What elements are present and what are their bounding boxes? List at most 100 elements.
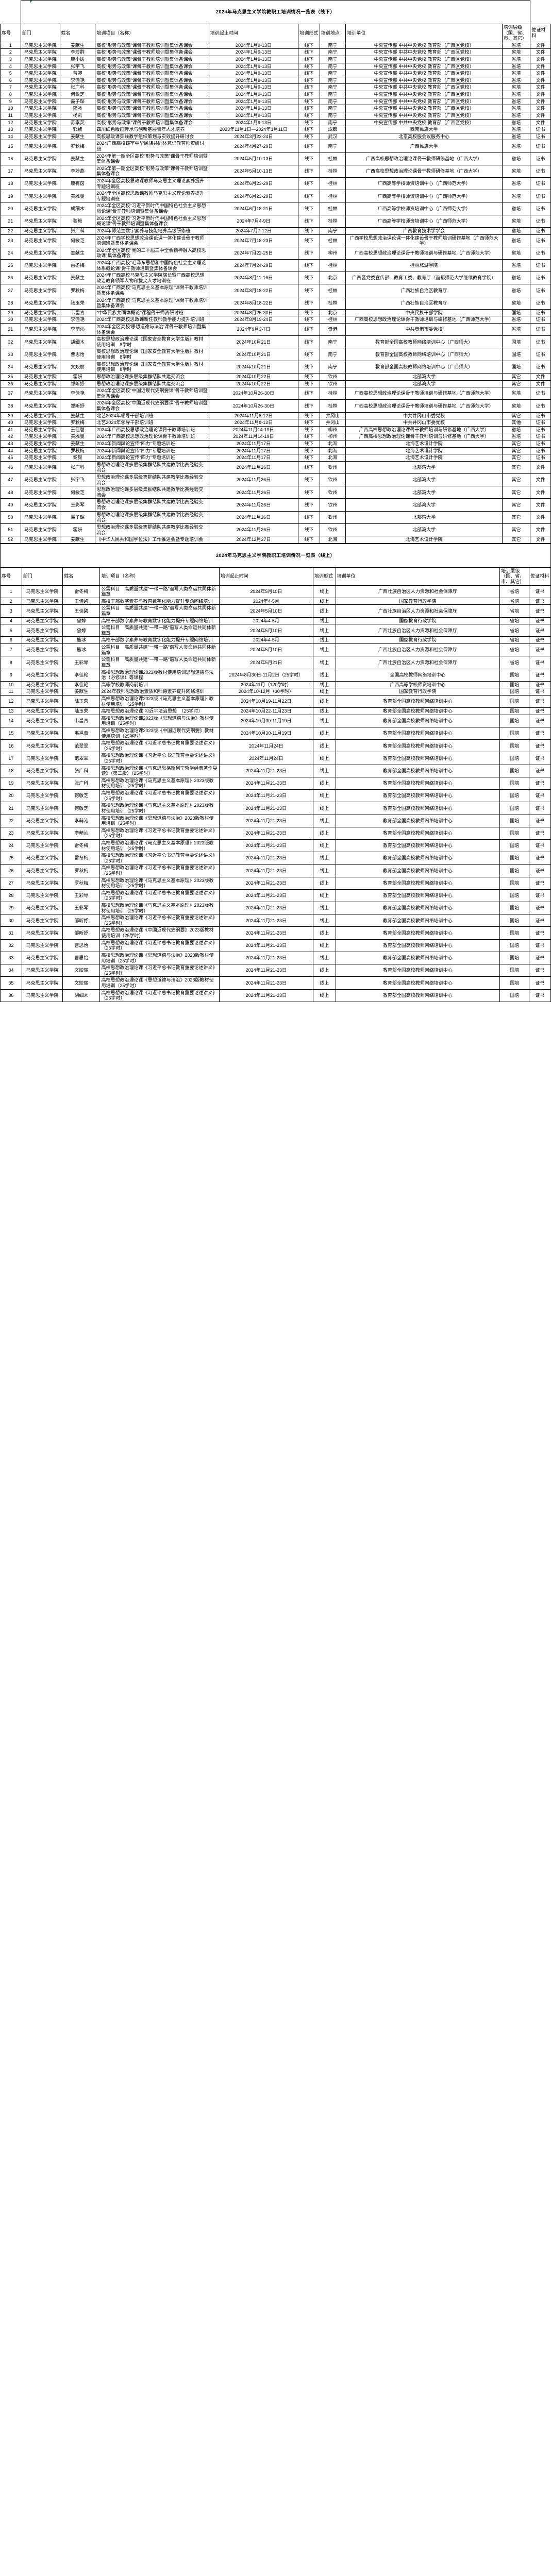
table-row: 40 马克思主义学院 罗秋梅 北艺2024年领导干部培训班 2024年11月8-12日线…	[0, 419, 551, 427]
cell-2-2: 马克思主义学院	[20, 48, 60, 57]
cell-47-3: 张宇飞	[59, 473, 96, 487]
cell-21-6: 线下	[298, 214, 320, 228]
cell-17-7: 桂林	[319, 164, 346, 178]
cell-4-3: 曾婷	[62, 617, 101, 625]
cell-22-9: 省培	[502, 227, 531, 235]
cell-15-6: 线上	[312, 726, 336, 740]
cell-32-5: 2024年11月21-23日	[219, 939, 313, 952]
cell-5-5: 2024年1月9-13日	[208, 70, 299, 77]
cell-14-1: 14	[0, 132, 21, 141]
cell-22-3: 张广科	[59, 227, 96, 235]
cell-19-1: 19	[0, 776, 22, 790]
column-header-8: 培训层级（国、省、市、其它）	[499, 567, 530, 586]
cell-22-8: 广西教育技术学学会	[345, 227, 503, 235]
cell-45-4: 2024年新闻舆论宣传"四力"专题培训班	[95, 454, 209, 462]
cell-31-8: 国培	[499, 926, 530, 940]
cell-31-5: 2024年9月3-7日	[208, 323, 299, 336]
cell-18-9: 省培	[502, 177, 531, 191]
cell-11-1: 11	[0, 688, 22, 696]
cell-20-2: 马克思主义学院	[20, 202, 60, 215]
cell-45-10: 证书	[530, 454, 551, 462]
cell-11-5: 2024年10-12月（30学时）	[219, 688, 313, 696]
cell-26-10: 证书	[530, 272, 551, 285]
cell-19-9: 证书	[529, 776, 551, 790]
cell-49-4: 思想政治理论课多层级集群结队共建教学比赛经验交流会	[95, 498, 209, 512]
cell-31-5: 2024年11月21-23日	[219, 926, 313, 940]
cell-16-9: 省培	[502, 152, 531, 165]
cell-37-2: 马克思主义学院	[20, 387, 60, 400]
cell-25-3: 雷冬梅	[59, 259, 96, 273]
cell-43-5: 2024年11月17日	[208, 440, 299, 448]
table1-body: 1 马克思主义学院 姜献生 高校"形势与政策"课骨干教师培训暨集体备课会 2024年1月…	[0, 41, 551, 544]
cell-43-4: 2024年新闻舆论宣传"四力"专题培训班	[95, 440, 209, 448]
cell-37-10: 证书	[530, 387, 551, 400]
cell-27-8: 广西壮族自治区教育厅	[345, 284, 503, 297]
cell-16-4: 高校思想政治理论课《习近平总书记教育重要论述讲义》（25学时）	[99, 739, 220, 753]
table-row: 31 马克思主义学院 李萌沁 2024年全区高校'思想道德与法治'课骨干教师培训暨集体…	[0, 323, 551, 336]
cell-11-4: 2024年教师思想政治素质和师德素养提升网络培训	[99, 688, 220, 696]
cell-38-3: 邹昕妤	[59, 399, 96, 413]
table-row: 50 马克思主义学院 聂子琛 思想政治理论课多层级集群结队共建教学比赛经验交流会 202…	[0, 511, 551, 524]
cell-21-4: 高校思想政治理论课《马克思主义基本原理》2023版教材使用培训（25学时）	[99, 802, 220, 815]
table-row: 21 马克思主义学院 黎毅 2024年全区高校"习近平新时代中国特色社会主义思想概论课…	[0, 214, 551, 228]
cell-38-7: 桂林	[319, 399, 346, 413]
cell-7-9: 省培	[502, 83, 531, 92]
cell-1-10: 文件	[530, 41, 551, 49]
cell-34-7: 南宁	[319, 360, 346, 374]
cell-18-4: 高校思想政治理论课《马克思恩格斯列宁哲学经典著作导读》（第二版）（25学时）	[99, 764, 220, 777]
cell-34-5: 2024年10月21日	[208, 360, 299, 374]
cell-37-5: 2024年10月26-30日	[208, 387, 299, 400]
cell-3-1: 3	[0, 604, 22, 618]
cell-9-8: 中央宣传部 中共中央党校 教育部（广西区党校）	[345, 97, 503, 106]
cell-38-5: 2024年10月26-30日	[208, 399, 299, 413]
cell-32-1: 32	[0, 939, 22, 952]
cell-13-4: 高校思想政治理论课 习近平法治思想 （25学时）	[99, 707, 220, 715]
column-header-8: 培训单位	[345, 24, 503, 42]
cell-33-4: 高校思想政治理论课《思想道德与法治》2023版教材使用培训（25学时）	[99, 951, 220, 965]
cell-18-8: 国培	[499, 764, 530, 777]
cell-13-2: 马克思主义学院	[21, 707, 63, 715]
cell-15-10: 证书	[530, 140, 551, 153]
cell-12-4: 高校思想政治理论课2023版《马克思主义基本原理》教材使用培训（25学时）	[99, 694, 220, 708]
cell-40-6: 线下	[298, 419, 320, 427]
cell-33-8: 教育部全国高校教师网络培训中心（广西师大）	[345, 348, 503, 361]
cell-50-9: 其它	[502, 511, 531, 524]
cell-20-8: 广西高等学校师资培训中心（广西师范大学）	[345, 202, 503, 215]
table-row: 12 马克思主义学院 陆玉荣 高校思想政治理论课2023版《马克思主义基本原理》教材使…	[0, 694, 551, 708]
cell-42-3: 黄雅曼	[59, 433, 96, 440]
cell-7-9: 证书	[529, 643, 551, 657]
cell-22-2: 马克思主义学院	[21, 814, 63, 827]
cell-25-8: 国培	[499, 852, 530, 865]
table-row: 6 马克思主义学院 李佳艳 高校"形势与政策"课骨干教师培训暨集体备课会 2024年1月…	[0, 76, 551, 84]
cell-31-9: 证书	[529, 926, 551, 940]
cell-31-6: 线上	[312, 926, 336, 940]
cell-13-5: 2023年11月1日—2024年1月11日	[208, 126, 299, 133]
cell-23-5: 2024年7月18-23日	[208, 234, 299, 247]
cell-11-9: 证书	[529, 688, 551, 696]
cell-7-1: 7	[0, 643, 22, 657]
cell-6-4: 高校"形势与政策"课骨干教师培训暨集体备课会	[95, 76, 209, 84]
cell-43-6: 线下	[298, 440, 320, 448]
cell-19-8: 国培	[499, 776, 530, 790]
cell-9-4: 高校"形势与政策"课骨干教师培训暨集体备课会	[95, 97, 209, 106]
cell-28-3: 陆玉荣	[59, 296, 96, 310]
cell-50-1: 50	[0, 511, 21, 524]
cell-24-7: 柳州	[319, 246, 346, 260]
cell-16-8: 广西高校思想政治理论课骨干教师研修基地（广西大学）	[345, 152, 503, 165]
cell-22-3: 李萌沁	[62, 814, 101, 827]
cell-7-8: 中央宣传部 中共中央党校 教育部（广西区党校）	[345, 83, 503, 92]
cell-25-5: 2024年11月21-23日	[219, 852, 313, 865]
table-row: 48 马克思主义学院 何敏芝 思想政治理论课多层级集群结队共建教学比赛经验交流会 202…	[0, 486, 551, 499]
cell-19-5: 2024年6月23-29日	[208, 190, 299, 203]
table-row: 26 马克思主义学院 姜献生 2024年广西高校马克思主义学院院长暨广西高校思想政治教…	[0, 272, 551, 285]
cell-8-1: 8	[0, 91, 21, 98]
cell-26-2: 马克思主义学院	[21, 864, 63, 877]
cell-27-2: 马克思主义学院	[21, 876, 63, 890]
table-row: 11 马克思主义学院 姜献生 2024年教师思想政治素质和师德素养提升网络培训 2024…	[0, 688, 551, 696]
cell-39-10: 证书	[530, 412, 551, 420]
cell-28-8: 广西壮族自治区教育厅	[345, 296, 503, 310]
cell-51-4: 思想政治理论课多层级集群结队共建教学比赛经验交流会	[95, 523, 209, 537]
cell-51-3: 霍妍	[59, 523, 96, 537]
cell-38-4: 2024年全区高校"中国近现代史纲要课"骨干教师培训暨集体备课会	[95, 399, 209, 413]
table-row: 41 马克思主义学院 王佳碧 2024年广西高校思想政治理论课骨干教师培训班 2024年…	[0, 426, 551, 434]
